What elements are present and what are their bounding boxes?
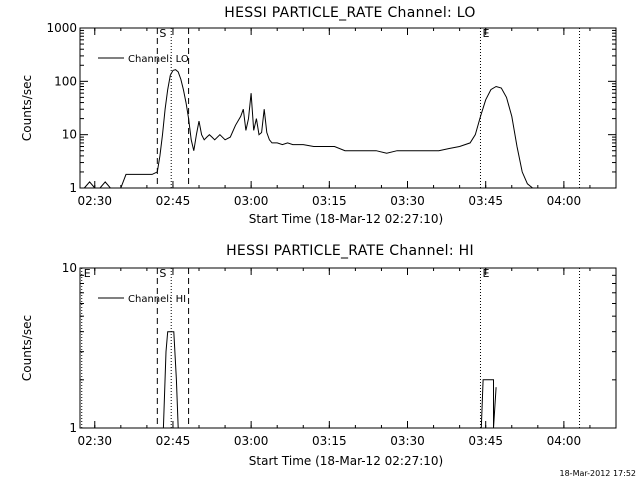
chart-hi-ylabel: Counts/sec bbox=[20, 315, 34, 381]
y-tick-label: 1000 bbox=[46, 21, 77, 35]
chart-hi-frame bbox=[79, 267, 617, 429]
x-tick-label: 02:30 bbox=[77, 434, 112, 448]
x-tick-label: 03:15 bbox=[312, 194, 347, 208]
chart-hi-legend-label: Channel: HI bbox=[128, 294, 186, 305]
x-tick-label: 03:15 bbox=[312, 434, 347, 448]
x-tick-label: 04:00 bbox=[547, 194, 582, 208]
marker-label: E bbox=[482, 267, 489, 280]
marker-label: S bbox=[159, 267, 166, 280]
y-tick-label: 1 bbox=[69, 421, 77, 435]
series-line bbox=[83, 69, 533, 189]
marker-label: S bbox=[159, 27, 166, 40]
marker-label: E bbox=[84, 267, 91, 280]
y-tick-label: 100 bbox=[54, 74, 77, 88]
chart-lo-marks: 02:30 02:45 03:00 03:15 03:30 03:45 04:00 1 10 10… bbox=[46, 21, 617, 208]
x-tick-label: 02:45 bbox=[156, 194, 191, 208]
y-tick-label: 10 bbox=[62, 128, 77, 142]
x-tick-label: 02:30 bbox=[77, 194, 112, 208]
chart-lo-frame bbox=[79, 27, 617, 189]
chart-lo-legend-label: Channel: LO bbox=[128, 54, 189, 65]
x-tick-label: 02:45 bbox=[156, 434, 191, 448]
chart-lo-xlabel: Start Time (18-Mar-12 02:27:10) bbox=[249, 212, 443, 226]
y-tick-label: 10 bbox=[62, 261, 77, 275]
chart-lo: HESSI PARTICLE_RATE Channel: LO 02:30 02:… bbox=[20, 5, 617, 226]
chart-hi-marks: 02:30 02:45 03:00 03:15 03:30 03:45 04:00 1 10 E S… bbox=[62, 261, 617, 448]
x-tick-label: 03:45 bbox=[468, 194, 503, 208]
chart-hi-title: HESSI PARTICLE_RATE Channel: HI bbox=[226, 243, 474, 259]
x-tick-label: 03:30 bbox=[390, 434, 425, 448]
x-tick-label: 03:45 bbox=[468, 434, 503, 448]
chart-hi: HESSI PARTICLE_RATE Channel: HI 02:30 02:… bbox=[20, 243, 617, 468]
x-tick-label: 03:00 bbox=[234, 434, 269, 448]
chart-lo-ylabel: Counts/sec bbox=[20, 75, 34, 141]
y-tick-label: 1 bbox=[69, 181, 77, 195]
x-tick-label: 03:30 bbox=[390, 194, 425, 208]
series-line bbox=[162, 331, 179, 429]
x-tick-label: 04:00 bbox=[547, 434, 582, 448]
series-line bbox=[480, 379, 497, 429]
chart-lo-title: HESSI PARTICLE_RATE Channel: LO bbox=[224, 5, 475, 21]
chart-hi-xlabel: Start Time (18-Mar-12 02:27:10) bbox=[249, 454, 443, 468]
timestamp-footer: 18-Mar-2012 17:52 bbox=[560, 469, 637, 478]
marker-label: E bbox=[482, 27, 489, 40]
x-tick-label: 03:00 bbox=[234, 194, 269, 208]
